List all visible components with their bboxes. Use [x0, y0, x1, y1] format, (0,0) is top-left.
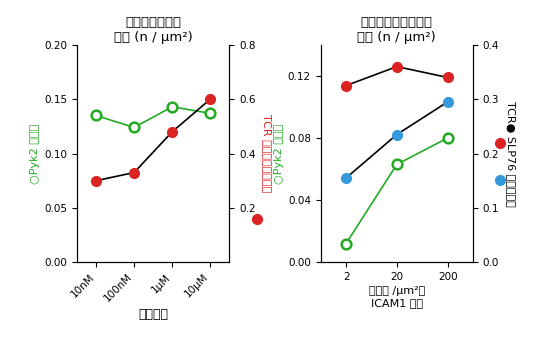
Y-axis label: TCR ミクロクラスター: TCR ミクロクラスター [262, 115, 272, 193]
X-axis label: 抗原濃度: 抗原濃度 [138, 308, 168, 321]
Y-axis label: ○Pyk2 リング: ○Pyk2 リング [30, 124, 40, 184]
Y-axis label: TCR● SLP76 クラスター: TCR● SLP76 クラスター [506, 101, 516, 206]
Title: インテグリン依存性
密度 (n / μm²): インテグリン依存性 密度 (n / μm²) [358, 16, 436, 44]
Y-axis label: ○Pyk2 リング: ○Pyk2 リング [274, 124, 284, 184]
Title: 抗原濃度依存性
密度 (n / μm²): 抗原濃度依存性 密度 (n / μm²) [114, 16, 192, 44]
X-axis label: （分子 /μm²）
ICAM1 濃度: （分子 /μm²） ICAM1 濃度 [368, 286, 425, 308]
